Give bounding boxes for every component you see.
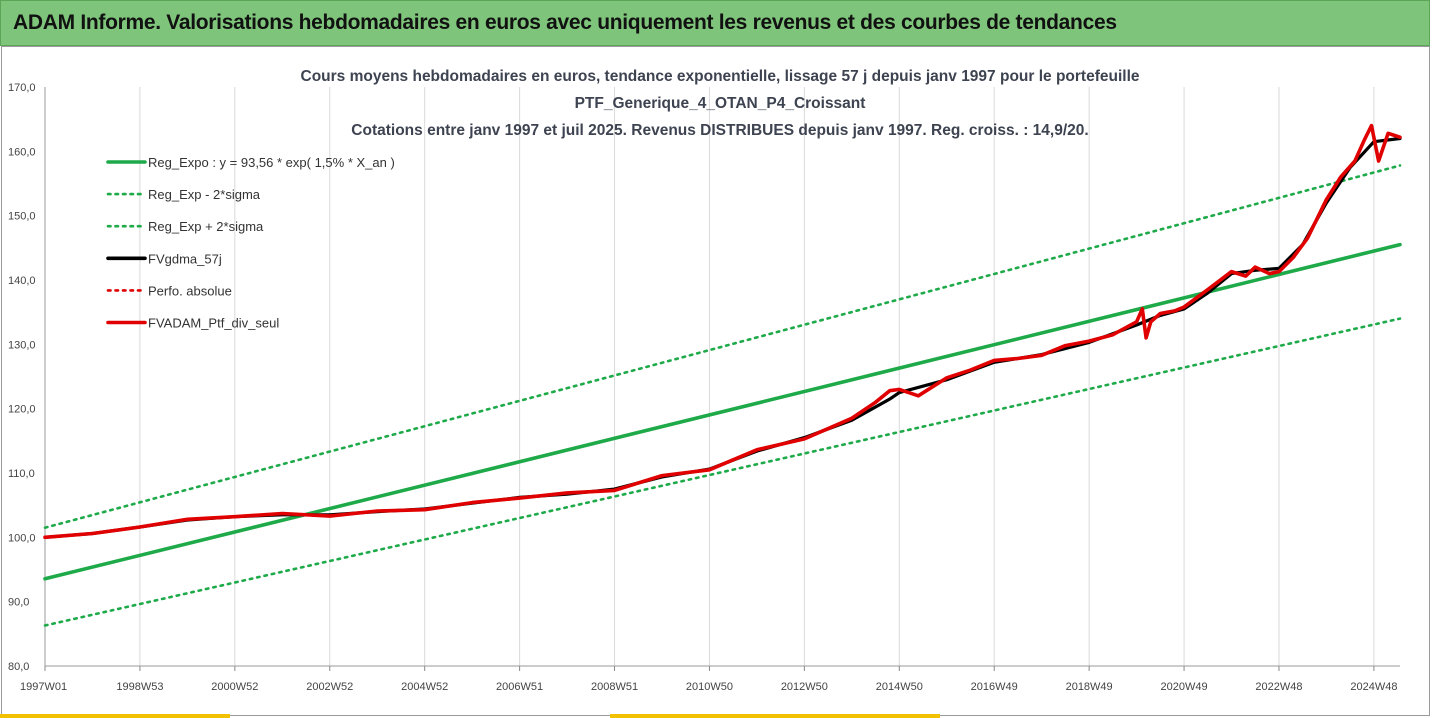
- series-line-1: [43, 317, 1402, 627]
- legend-label: Reg_Expo : y = 93,56 * exp( 1,5% * X_an …: [148, 155, 395, 170]
- legend-label: FVgdma_57j: [148, 251, 222, 266]
- legend-label: Reg_Exp + 2*sigma: [148, 219, 264, 234]
- x-tick-label: 2016W49: [971, 681, 1018, 693]
- x-tick-label: 2006W51: [496, 681, 543, 693]
- y-tick-label: 120,0: [8, 404, 36, 416]
- accent-bar-middle: [610, 714, 940, 718]
- y-tick-label: 90,0: [8, 597, 29, 609]
- y-tick-label: 160,0: [8, 146, 36, 158]
- series-line-0: [43, 242, 1402, 581]
- x-tick-label: 2002W52: [306, 681, 353, 693]
- legend-label: Reg_Exp - 2*sigma: [148, 187, 261, 202]
- y-tick-label: 80,0: [8, 661, 29, 673]
- x-tick-label: 2012W50: [781, 681, 828, 693]
- accent-bar-left: [0, 714, 230, 718]
- x-tick-label: 1998W53: [116, 681, 163, 693]
- x-tick-label: 2004W52: [401, 681, 448, 693]
- x-tick-label: 1997W01: [20, 681, 67, 693]
- chart-frame: 1997W01 1998W53 2000W52 2002W52 2004W52 2006W…: [1, 46, 1430, 716]
- x-tick-label: 2022W48: [1255, 681, 1302, 693]
- x-tick-label: 2000W52: [211, 681, 258, 693]
- header-bar: ADAM Informe. Valorisations hebdomadaire…: [0, 0, 1430, 46]
- x-tick-label: 2010W50: [686, 681, 733, 693]
- chart-title-line: Cours moyens hebdomadaires en euros, ten…: [301, 68, 1140, 85]
- chart-title-line: Cotations entre janv 1997 et juil 2025. …: [351, 122, 1088, 139]
- y-tick-label: 150,0: [8, 211, 36, 223]
- x-tick-label: 2020W49: [1161, 681, 1208, 693]
- x-tick-label: 2014W50: [876, 681, 923, 693]
- y-tick-label: 110,0: [8, 468, 35, 480]
- legend-label: FVADAM_Ptf_div_seul: [148, 316, 279, 331]
- x-tick-label: 2018W49: [1066, 681, 1113, 693]
- y-tick-label: 100,0: [8, 532, 36, 544]
- x-tick-label: 2008W51: [591, 681, 638, 693]
- page-title: ADAM Informe. Valorisations hebdomadaire…: [13, 11, 1117, 34]
- chart-title-line: PTF_Generique_4_OTAN_P4_Croissant: [575, 95, 866, 112]
- series-line-2: [43, 164, 1402, 530]
- legend-label: Perfo. absolue: [148, 283, 232, 298]
- x-tick-label: 2024W48: [1350, 681, 1397, 693]
- y-tick-label: 130,0: [8, 339, 36, 351]
- y-tick-label: 170,0: [8, 82, 36, 94]
- chart-svg: 1997W01 1998W53 2000W52 2002W52 2004W52 2006W…: [8, 68, 1402, 693]
- series-line-5: [43, 123, 1402, 540]
- y-tick-label: 140,0: [8, 275, 36, 287]
